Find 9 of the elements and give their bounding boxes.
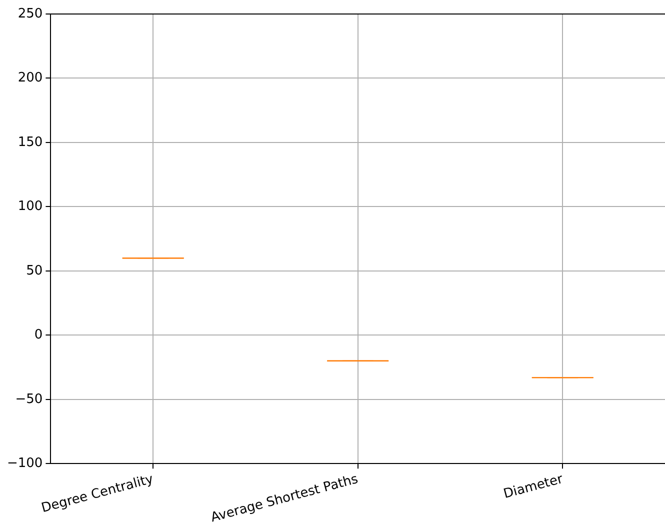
y-tick-label: 200 bbox=[18, 70, 43, 86]
y-tick-label: 250 bbox=[18, 6, 43, 22]
x-tick-label: Average Shortest Paths bbox=[209, 472, 360, 526]
y-tick-label: 150 bbox=[18, 134, 43, 150]
y-tick-label: −50 bbox=[15, 392, 43, 407]
y-tick-label: 100 bbox=[18, 199, 43, 214]
y-tick-label: 0 bbox=[34, 328, 43, 343]
y-tick-label: 50 bbox=[26, 263, 43, 278]
y-tick-label: −100 bbox=[6, 456, 43, 472]
